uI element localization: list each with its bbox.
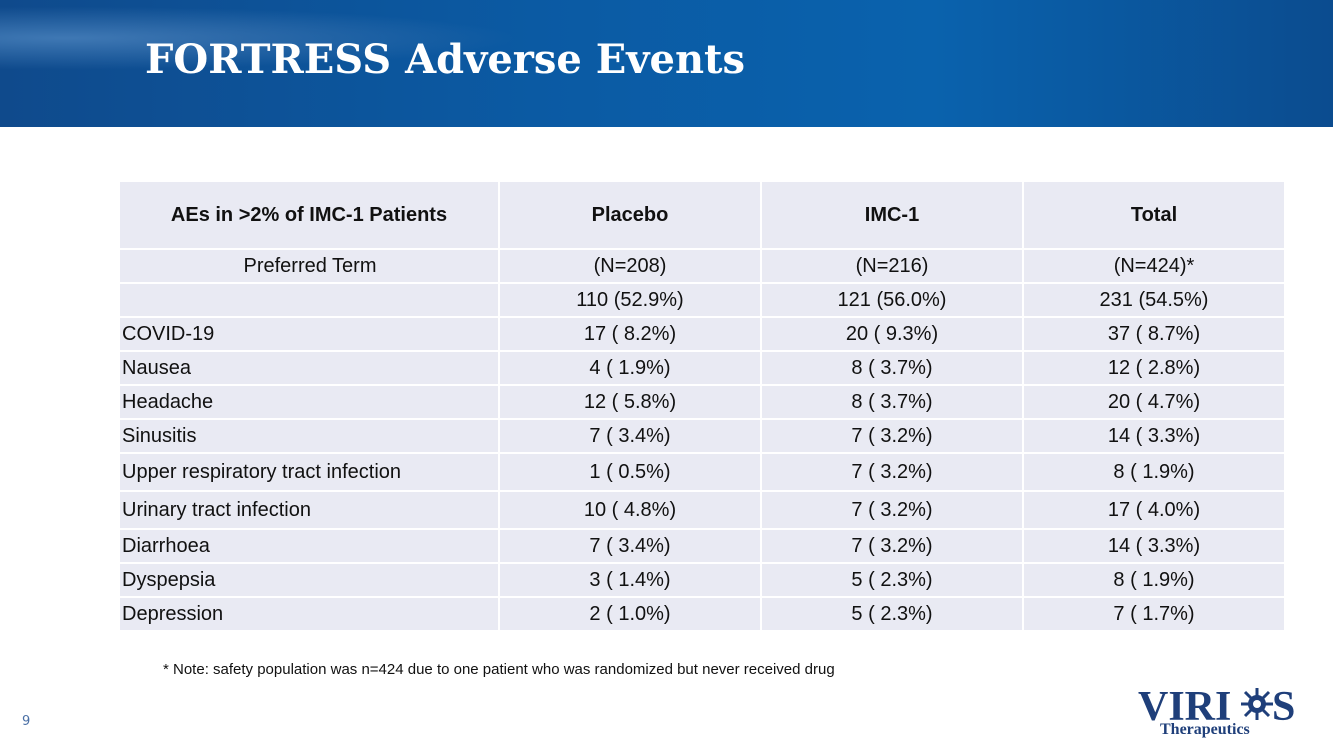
table-row: Upper respiratory tract infection 1 ( 0.5… <box>118 452 1286 492</box>
row-label: Preferred Term <box>118 248 500 284</box>
banner <box>0 0 1333 127</box>
cell: 1 ( 0.5%) <box>498 452 762 492</box>
row-label: Dyspepsia <box>118 562 500 598</box>
table-row: Nausea 4 ( 1.9%) 8 ( 3.7%) 12 ( 2.8%) <box>118 350 1286 386</box>
cell: 7 ( 3.2%) <box>760 452 1024 492</box>
table-row: Dyspepsia 3 ( 1.4%) 5 ( 2.3%) 8 ( 1.9%) <box>118 562 1286 598</box>
cell: 3 ( 1.4%) <box>498 562 762 598</box>
ae-table: AEs in >2% of IMC-1 Patients Placebo IMC-1… <box>118 180 1286 632</box>
page-number: 9 <box>22 714 31 729</box>
cell: 14 ( 3.3%) <box>1022 418 1286 454</box>
cell: 231 (54.5%) <box>1022 282 1286 318</box>
row-label: Depression <box>118 596 500 632</box>
row-label: Sinusitis <box>118 418 500 454</box>
logo-icon <box>1241 688 1273 720</box>
cell: 20 ( 9.3%) <box>760 316 1024 352</box>
footnote: * Note: safety population was n=424 due … <box>163 661 835 678</box>
cell: (N=208) <box>498 248 762 284</box>
cell: 7 ( 3.2%) <box>760 528 1024 564</box>
row-label: COVID-19 <box>118 316 500 352</box>
cell: 5 ( 2.3%) <box>760 596 1024 632</box>
cell: 8 ( 1.9%) <box>1022 452 1286 492</box>
cell: 7 ( 1.7%) <box>1022 596 1286 632</box>
table-row: COVID-19 17 ( 8.2%) 20 ( 9.3%) 37 ( 8.7%) <box>118 316 1286 352</box>
logo-tagline: Therapeutics <box>1160 721 1250 738</box>
header-cell: IMC-1 <box>760 180 1024 250</box>
cell: 20 ( 4.7%) <box>1022 384 1286 420</box>
table-row: Depression 2 ( 1.0%) 5 ( 2.3%) 7 ( 1.7%) <box>118 596 1286 632</box>
cell: 7 ( 3.4%) <box>498 528 762 564</box>
header-row: AEs in >2% of IMC-1 Patients Placebo IMC-1… <box>118 180 1286 250</box>
row-label: Headache <box>118 384 500 420</box>
logo-text: VIRI <box>1138 684 1232 730</box>
cell: 17 ( 8.2%) <box>498 316 762 352</box>
header-cell: AEs in >2% of IMC-1 Patients <box>118 180 500 250</box>
header-cell: Placebo <box>498 180 762 250</box>
cell: 121 (56.0%) <box>760 282 1024 318</box>
cell: 17 ( 4.0%) <box>1022 490 1286 530</box>
logo-text: S <box>1272 684 1296 730</box>
cell: 7 ( 3.4%) <box>498 418 762 454</box>
table-row: 110 (52.9%) 121 (56.0%) 231 (54.5%) <box>118 282 1286 318</box>
cell: (N=216) <box>760 248 1024 284</box>
cell: 12 ( 5.8%) <box>498 384 762 420</box>
table-row: Headache 12 ( 5.8%) 8 ( 3.7%) 20 ( 4.7%) <box>118 384 1286 420</box>
table-body: Preferred Term (N=208) (N=216) (N=424)* 110 … <box>118 248 1286 632</box>
cell: 37 ( 8.7%) <box>1022 316 1286 352</box>
table-row: Sinusitis 7 ( 3.4%) 7 ( 3.2%) 14 ( 3.3%) <box>118 418 1286 454</box>
row-label: Upper respiratory tract infection <box>118 452 500 492</box>
table-row: Preferred Term (N=208) (N=216) (N=424)* <box>118 248 1286 284</box>
table-row: Diarrhoea 7 ( 3.4%) 7 ( 3.2%) 14 ( 3.3%) <box>118 528 1286 564</box>
row-label: Diarrhoea <box>118 528 500 564</box>
cell: 5 ( 2.3%) <box>760 562 1024 598</box>
slide-title: FORTRESS Adverse Events <box>145 36 746 83</box>
cell: 7 ( 3.2%) <box>760 490 1024 530</box>
table-row: Urinary tract infection 10 ( 4.8%) 7 ( 3.2… <box>118 490 1286 530</box>
cell: 8 ( 3.7%) <box>760 384 1024 420</box>
header-cell: Total <box>1022 180 1286 250</box>
cell: 110 (52.9%) <box>498 282 762 318</box>
row-label <box>118 282 500 318</box>
cell: 14 ( 3.3%) <box>1022 528 1286 564</box>
cell: 2 ( 1.0%) <box>498 596 762 632</box>
cell: 4 ( 1.9%) <box>498 350 762 386</box>
cell: 12 ( 2.8%) <box>1022 350 1286 386</box>
cell: 8 ( 1.9%) <box>1022 562 1286 598</box>
cell: 7 ( 3.2%) <box>760 418 1024 454</box>
row-label: Urinary tract infection <box>118 490 500 530</box>
cell: 8 ( 3.7%) <box>760 350 1024 386</box>
row-label: Nausea <box>118 350 500 386</box>
cell: (N=424)* <box>1022 248 1286 284</box>
cell: 10 ( 4.8%) <box>498 490 762 530</box>
logo: VIRI S Therapeutics <box>1138 683 1298 743</box>
